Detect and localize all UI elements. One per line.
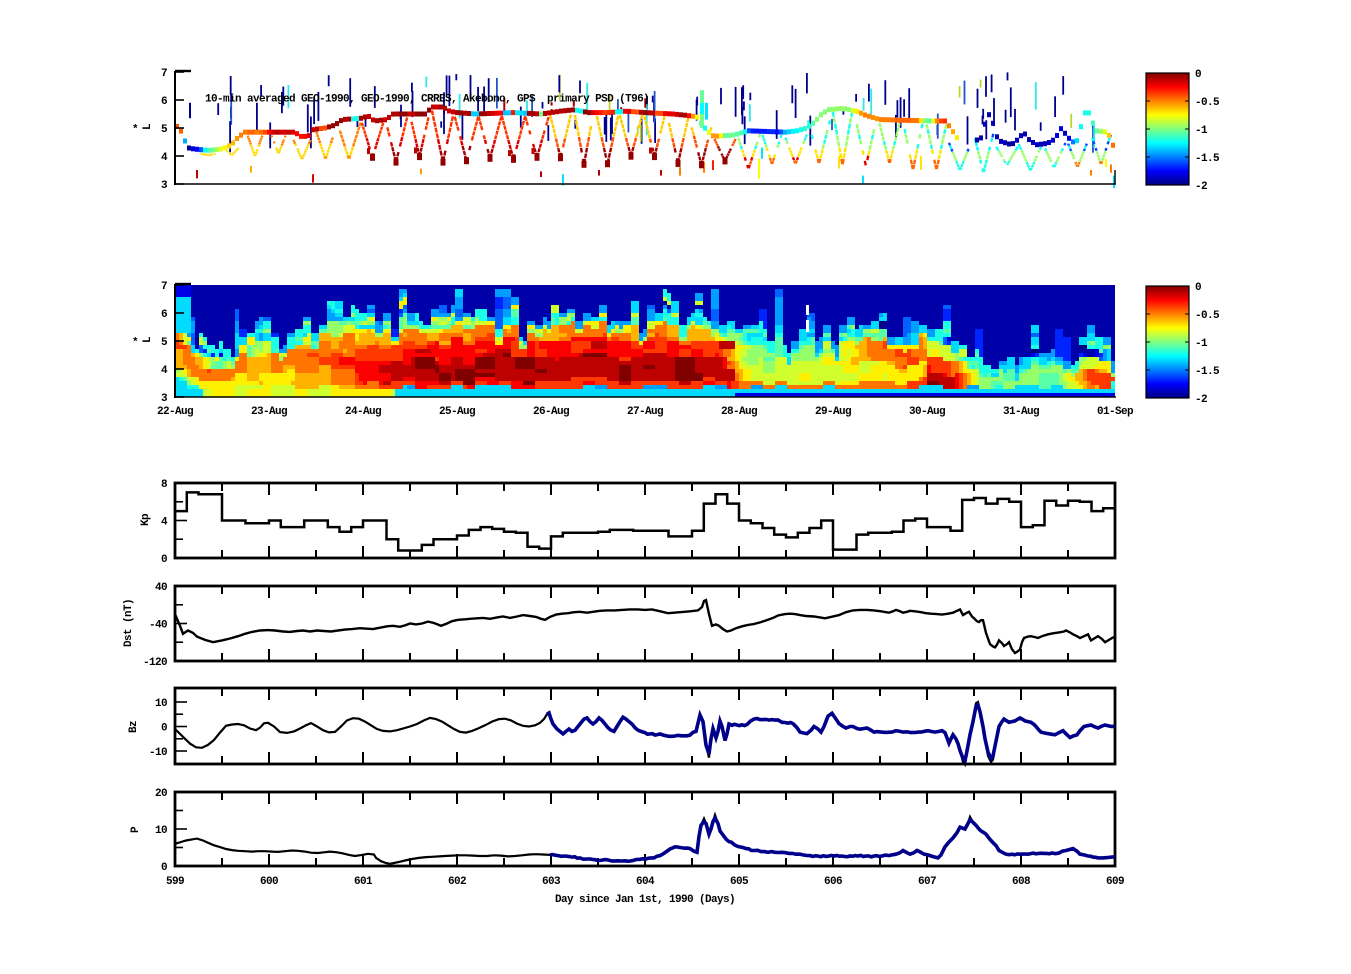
svg-text:10: 10 xyxy=(155,825,167,837)
svg-text:605: 605 xyxy=(730,876,749,888)
svg-text:3: 3 xyxy=(161,393,168,405)
svg-text:Day since Jan 1st, 1990 (Days): Day since Jan 1st, 1990 (Days) xyxy=(555,894,735,906)
svg-text:-1.5: -1.5 xyxy=(1195,366,1220,378)
svg-text:*: * xyxy=(132,337,138,349)
svg-text:40: 40 xyxy=(155,582,167,594)
svg-text:608: 608 xyxy=(1012,876,1031,888)
svg-text:L: L xyxy=(142,336,154,343)
svg-text:603: 603 xyxy=(542,876,561,888)
svg-text:0: 0 xyxy=(1195,69,1201,81)
svg-text:-2: -2 xyxy=(1195,394,1207,406)
svg-text:599: 599 xyxy=(166,876,184,888)
svg-text:25-Aug: 25-Aug xyxy=(439,406,475,418)
svg-text:601: 601 xyxy=(354,876,373,888)
svg-text:0: 0 xyxy=(1195,282,1201,294)
svg-text:Dst (nT): Dst (nT) xyxy=(123,599,135,647)
svg-text:-0.5: -0.5 xyxy=(1195,310,1220,322)
svg-text:606: 606 xyxy=(824,876,842,888)
svg-text:Bz: Bz xyxy=(128,721,140,733)
svg-text:0: 0 xyxy=(161,723,167,735)
svg-text:4: 4 xyxy=(161,152,168,164)
svg-text:27-Aug: 27-Aug xyxy=(627,406,663,418)
svg-text:28-Aug: 28-Aug xyxy=(721,406,757,418)
svg-text:31-Aug: 31-Aug xyxy=(1003,406,1039,418)
svg-text:4: 4 xyxy=(161,517,168,529)
svg-text:5: 5 xyxy=(161,124,168,136)
svg-text:7: 7 xyxy=(161,281,167,293)
svg-text:6: 6 xyxy=(161,309,167,321)
svg-text:609: 609 xyxy=(1106,876,1124,888)
svg-text:600: 600 xyxy=(260,876,278,888)
svg-text:-1: -1 xyxy=(1195,338,1208,350)
svg-text:10-min averaged GEO-1990, GEO-: 10-min averaged GEO-1990, GEO-1990, CRRE… xyxy=(205,94,649,106)
svg-text:-2: -2 xyxy=(1195,181,1207,193)
svg-text:01-Sep: 01-Sep xyxy=(1097,406,1134,418)
svg-text:3: 3 xyxy=(161,180,168,192)
svg-text:0: 0 xyxy=(161,554,167,566)
svg-text:7: 7 xyxy=(161,68,167,80)
svg-text:29-Aug: 29-Aug xyxy=(815,406,851,418)
svg-text:0: 0 xyxy=(161,862,167,874)
svg-text:4: 4 xyxy=(161,365,168,377)
svg-text:30-Aug: 30-Aug xyxy=(909,406,945,418)
svg-text:10: 10 xyxy=(155,698,167,710)
svg-text:-120: -120 xyxy=(143,657,167,669)
svg-text:22-Aug: 22-Aug xyxy=(157,406,193,418)
svg-text:607: 607 xyxy=(918,876,936,888)
svg-text:P: P xyxy=(130,826,142,833)
svg-text:26-Aug: 26-Aug xyxy=(533,406,569,418)
svg-text:-1.5: -1.5 xyxy=(1195,153,1220,165)
svg-text:5: 5 xyxy=(161,337,168,349)
svg-text:-1: -1 xyxy=(1195,125,1208,137)
svg-text:8: 8 xyxy=(161,479,168,491)
svg-text:-40: -40 xyxy=(149,620,167,632)
svg-text:*: * xyxy=(132,124,138,136)
svg-text:20: 20 xyxy=(155,788,167,800)
svg-text:23-Aug: 23-Aug xyxy=(251,406,287,418)
svg-text:-10: -10 xyxy=(149,747,167,759)
svg-text:6: 6 xyxy=(161,96,167,108)
svg-text:604: 604 xyxy=(636,876,655,888)
svg-text:Kp: Kp xyxy=(140,513,152,526)
svg-text:602: 602 xyxy=(448,876,466,888)
svg-text:-0.5: -0.5 xyxy=(1195,97,1220,109)
svg-text:L: L xyxy=(142,123,154,130)
svg-text:24-Aug: 24-Aug xyxy=(345,406,381,418)
